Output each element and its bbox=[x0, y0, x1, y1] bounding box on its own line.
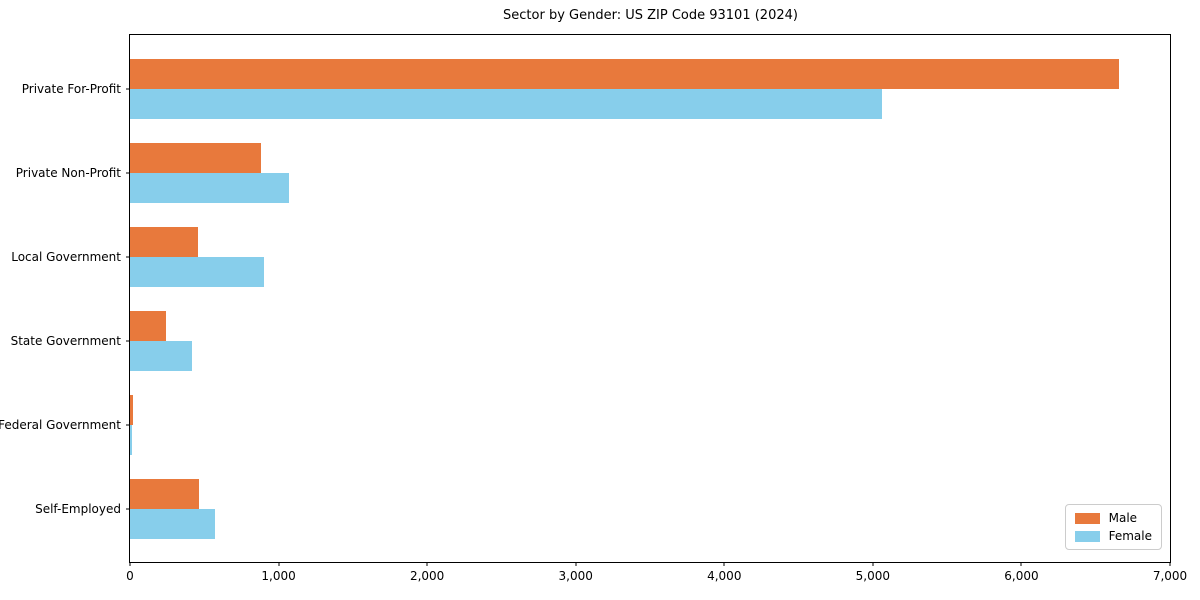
bar-female-local-government bbox=[130, 257, 265, 287]
x-tick-1000 bbox=[278, 562, 280, 566]
y-axis-label-private-for-profit: Private For-Profit bbox=[21, 82, 121, 96]
y-axis-label-state-government: State Government bbox=[10, 334, 121, 348]
x-tick-label-1000: 1,000 bbox=[261, 569, 296, 583]
x-tick-7000 bbox=[1169, 562, 1171, 566]
y-axis-label-self-employed: Self-Employed bbox=[35, 502, 121, 516]
x-tick-label-3000: 3,000 bbox=[558, 569, 593, 583]
x-tick-label-4000: 4,000 bbox=[707, 569, 742, 583]
y-axis-label-private-non-profit: Private Non-Profit bbox=[15, 166, 121, 180]
x-tick-label-5000: 5,000 bbox=[855, 569, 891, 583]
x-tick-0 bbox=[129, 562, 131, 566]
plot-area: Male Female Private For-Profit Private Non… bbox=[0, 34, 1187, 583]
y-axis-label-local-government: Local Government bbox=[11, 250, 121, 264]
x-tick-4000 bbox=[723, 562, 725, 566]
legend: Male Female bbox=[1064, 504, 1162, 550]
bar-male-self-employed bbox=[130, 479, 200, 509]
x-tick-6000 bbox=[1020, 562, 1022, 566]
x-tick-5000 bbox=[872, 562, 874, 566]
legend-item-male: Male bbox=[1074, 511, 1152, 525]
bar-male-local-government bbox=[130, 227, 199, 257]
bar-male-federal-government bbox=[130, 395, 133, 425]
bar-female-private-non-profit bbox=[130, 173, 289, 203]
x-tick-label-2000: 2,000 bbox=[409, 569, 445, 583]
bar-female-self-employed bbox=[130, 509, 216, 539]
bar-male-private-non-profit bbox=[130, 143, 261, 173]
legend-swatch-female bbox=[1074, 530, 1100, 542]
y-tick-federal-government bbox=[126, 424, 130, 426]
x-tick-2000 bbox=[426, 562, 428, 566]
y-tick-private-for-profit bbox=[126, 88, 130, 90]
y-tick-private-non-profit bbox=[126, 172, 130, 174]
bar-female-federal-government bbox=[130, 425, 133, 455]
bar-male-state-government bbox=[130, 311, 166, 341]
legend-item-female: Female bbox=[1074, 529, 1152, 543]
bar-female-private-for-profit bbox=[130, 89, 882, 119]
legend-label-male: Male bbox=[1108, 511, 1138, 525]
x-tick-label-0: 0 bbox=[126, 569, 134, 583]
x-tick-label-6000: 6,000 bbox=[1004, 569, 1039, 583]
legend-swatch-male bbox=[1074, 512, 1100, 524]
x-tick-label-7000: 7,000 bbox=[1152, 569, 1188, 583]
y-tick-state-government bbox=[126, 340, 130, 342]
bar-female-state-government bbox=[130, 341, 192, 371]
y-tick-self-employed bbox=[126, 508, 130, 510]
chart-title: Sector by Gender: US ZIP Code 93101 (202… bbox=[503, 8, 798, 23]
y-tick-local-government bbox=[126, 256, 130, 258]
bar-male-private-for-profit bbox=[130, 59, 1120, 89]
y-axis-label-federal-government: Federal Government bbox=[0, 418, 121, 432]
x-tick-3000 bbox=[575, 562, 577, 566]
legend-label-female: Female bbox=[1108, 529, 1152, 543]
